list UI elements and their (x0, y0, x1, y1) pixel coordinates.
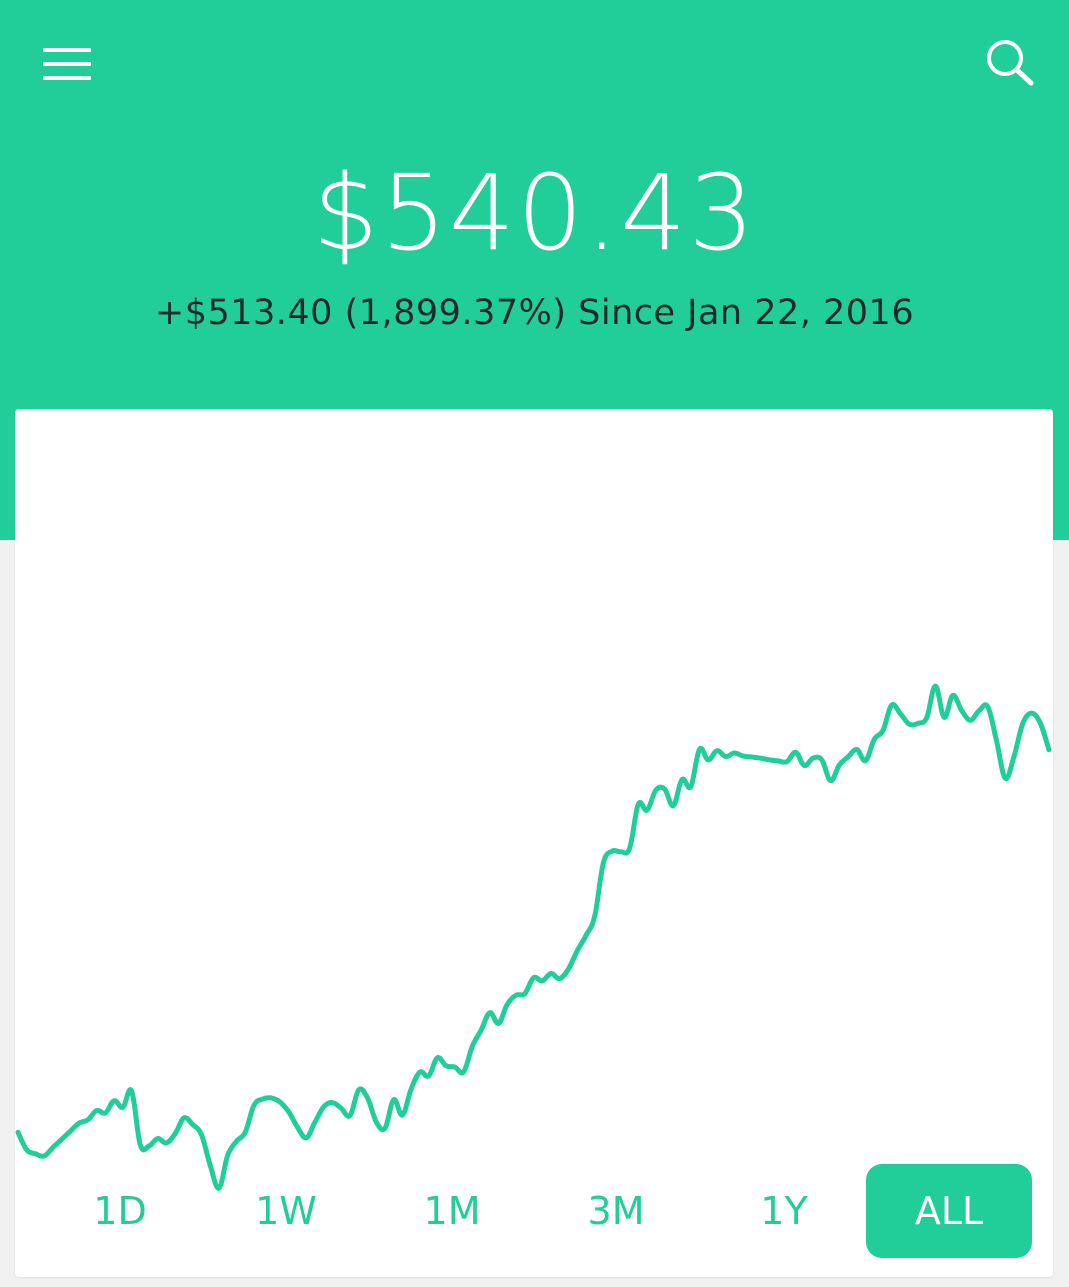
portfolio-change: +$513.40 (1,899.37%) Since Jan 22, 2016 (154, 293, 915, 333)
range-tab-3m[interactable]: 3M (587, 1189, 645, 1233)
range-tab-all[interactable]: ALL (866, 1164, 1032, 1258)
search-icon (987, 40, 1034, 86)
range-tab-1y[interactable]: 1Y (760, 1189, 808, 1233)
range-tab-1d[interactable]: 1D (93, 1189, 147, 1233)
search-button[interactable] (982, 36, 1038, 88)
range-tab-1m[interactable]: 1M (423, 1189, 481, 1233)
range-tab-1w[interactable]: 1W (255, 1189, 317, 1233)
portfolio-line-chart (15, 683, 1052, 1191)
chart-card (15, 409, 1053, 1277)
portfolio-series-line (15, 683, 1052, 1191)
menu-button[interactable] (40, 44, 94, 84)
portfolio-value: $540.43 (312, 152, 757, 274)
